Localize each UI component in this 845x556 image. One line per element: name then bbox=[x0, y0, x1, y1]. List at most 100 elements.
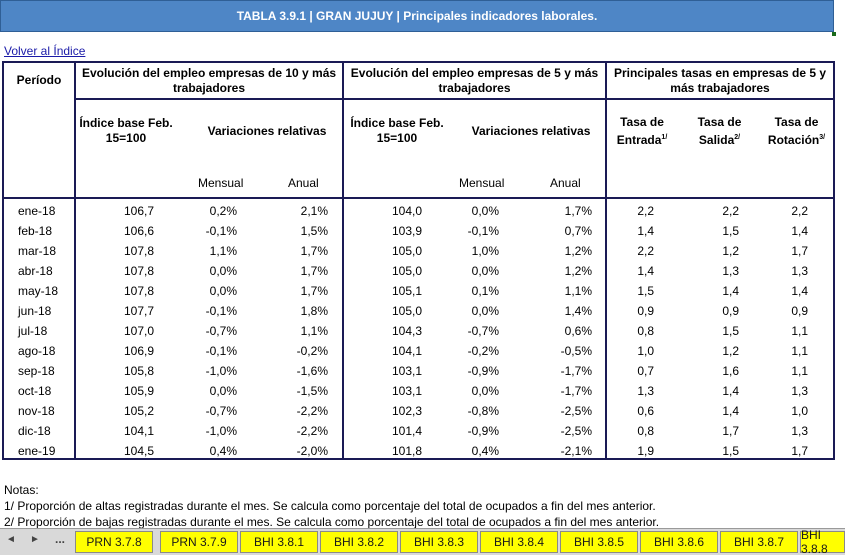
header-rates: Principales tasas en empresas de 5 y más… bbox=[613, 65, 827, 95]
sheet-tab[interactable]: BHI 3.8.4 bbox=[480, 531, 558, 553]
sheet-tab[interactable]: PRN 3.7.8 bbox=[75, 531, 153, 553]
row-cell: 0,4% bbox=[471, 444, 499, 458]
table-row: feb-18 106,6 -0,1% 1,5% 103,9 -0,1% 0,7% 1,4 1,5… bbox=[2, 221, 835, 241]
row-cell: 104,1 bbox=[123, 424, 154, 438]
header-index-10: Índice base Feb. 15=100 bbox=[79, 116, 173, 145]
row-cell: -0,1% bbox=[205, 224, 237, 238]
row-cell: 1,4 bbox=[791, 224, 808, 238]
row-cell: 2,2 bbox=[637, 204, 654, 218]
table-row: ene-19 104,5 0,4% -2,0% 101,8 0,4% -2,1% 1,9 1,5… bbox=[2, 441, 835, 461]
row-cell: 1,2 bbox=[722, 244, 739, 258]
row-cell: 0,4% bbox=[209, 444, 237, 458]
table-row: jun-18 107,7 -0,1% 1,8% 105,0 0,0% 1,4% 0,9 0,9 0… bbox=[2, 301, 835, 321]
row-cell: 1,7% bbox=[564, 204, 592, 218]
header-group-5: Evolución del empleo empresas de 5 y más… bbox=[350, 65, 599, 95]
row-cell: 102,3 bbox=[391, 404, 422, 418]
sheet-tab[interactable]: BHI 3.8.6 bbox=[640, 531, 718, 553]
row-cell: 104,0 bbox=[391, 204, 422, 218]
row-cell: 0,2% bbox=[209, 204, 237, 218]
sheet-tab[interactable]: BHI 3.8.1 bbox=[240, 531, 318, 553]
row-cell: 1,5% bbox=[300, 224, 328, 238]
row-cell: 1,4 bbox=[722, 284, 739, 298]
row-cell: 1,0 bbox=[637, 344, 654, 358]
subheader-monthly-10: Mensual bbox=[198, 176, 244, 190]
row-cell: 1,7 bbox=[791, 244, 808, 258]
row-cell: 1,5 bbox=[637, 284, 654, 298]
row-cell: -0,7% bbox=[205, 324, 237, 338]
sheet-tab[interactable]: PRN 3.7.9 bbox=[160, 531, 238, 553]
subheader-annual-10: Anual bbox=[288, 176, 319, 190]
note-2: 2/ Proporción de bajas registradas duran… bbox=[4, 515, 660, 529]
row-cell: -1,7% bbox=[560, 384, 592, 398]
row-cell: -1,6% bbox=[296, 364, 328, 378]
row-cell: 105,9 bbox=[123, 384, 154, 398]
row-period: feb-18 bbox=[18, 224, 53, 238]
row-cell: 1,4 bbox=[637, 264, 654, 278]
row-cell: 105,0 bbox=[391, 304, 422, 318]
row-cell: 0,9 bbox=[637, 304, 654, 318]
row-cell: 105,1 bbox=[391, 284, 422, 298]
row-cell: 107,0 bbox=[123, 324, 154, 338]
row-cell: 1,1 bbox=[791, 324, 808, 338]
row-period: may-18 bbox=[18, 284, 59, 298]
header-rate-rotation: Tasa de Rotación3/ bbox=[767, 114, 826, 147]
table-row: sep-18 105,8 -1,0% -1,6% 103,1 -0,9% -1,7% 0,7 1… bbox=[2, 361, 835, 381]
row-cell: -1,5% bbox=[296, 384, 328, 398]
back-to-index-link[interactable]: Volver al Índice bbox=[4, 44, 86, 58]
row-cell: 106,6 bbox=[123, 224, 154, 238]
row-cell: 1,6 bbox=[722, 364, 739, 378]
row-cell: 1,3 bbox=[791, 384, 808, 398]
row-cell: -1,0% bbox=[205, 424, 237, 438]
resize-handle-icon[interactable] bbox=[832, 32, 836, 36]
row-cell: 1,7% bbox=[300, 284, 328, 298]
row-cell: 1,3 bbox=[791, 424, 808, 438]
tab-prev-icon[interactable]: ◄ bbox=[6, 534, 16, 545]
row-cell: -1,7% bbox=[560, 364, 592, 378]
row-cell: -0,1% bbox=[205, 344, 237, 358]
row-cell: -0,5% bbox=[560, 344, 592, 358]
row-period: jul-18 bbox=[18, 324, 48, 338]
header-index-5: Índice base Feb. 15=100 bbox=[350, 116, 444, 145]
sheet-tab[interactable]: BHI 3.8.5 bbox=[560, 531, 638, 553]
row-cell: 1,0% bbox=[471, 244, 499, 258]
row-cell: 0,6% bbox=[564, 324, 592, 338]
sheet-tab[interactable]: BHI 3.8.7 bbox=[720, 531, 798, 553]
table-row: oct-18 105,9 0,0% -1,5% 103,1 0,0% -1,7% 1,3 1,4… bbox=[2, 381, 835, 401]
more-tabs-icon[interactable]: ... bbox=[55, 532, 66, 546]
row-cell: -2,5% bbox=[560, 404, 592, 418]
sheet-tab[interactable]: BHI 3.8.8 bbox=[800, 528, 845, 556]
table-row: abr-18 107,8 0,0% 1,7% 105,0 0,0% 1,2% 1,4 1,3 1,… bbox=[2, 261, 835, 281]
row-cell: -0,9% bbox=[467, 424, 499, 438]
table-row: mar-18 107,8 1,1% 1,7% 105,0 1,0% 1,2% 2,2 1,2 1,… bbox=[2, 241, 835, 261]
row-cell: 106,9 bbox=[123, 344, 154, 358]
row-cell: 0,1% bbox=[471, 284, 499, 298]
row-cell: -0,9% bbox=[467, 364, 499, 378]
row-cell: 105,0 bbox=[391, 264, 422, 278]
row-cell: 107,8 bbox=[123, 264, 154, 278]
row-cell: 1,7 bbox=[791, 444, 808, 458]
row-cell: 2,2 bbox=[637, 244, 654, 258]
row-period: mar-18 bbox=[18, 244, 57, 258]
table-title: TABLA 3.9.1 | GRAN JUJUY | Principales i… bbox=[0, 0, 834, 32]
row-period: jun-18 bbox=[18, 304, 52, 318]
row-cell: -0,7% bbox=[467, 324, 499, 338]
sheet-tab[interactable]: BHI 3.8.2 bbox=[320, 531, 398, 553]
row-cell: 104,1 bbox=[391, 344, 422, 358]
table-row: ene-18 106,7 0,2% 2,1% 104,0 0,0% 1,7% 2,2 2,2 2,… bbox=[2, 201, 835, 221]
row-cell: 0,9 bbox=[791, 304, 808, 318]
table-row: nov-18 105,2 -0,7% -2,2% 102,3 -0,8% -2,5% 0,6 1… bbox=[2, 401, 835, 421]
row-cell: 1,3 bbox=[637, 384, 654, 398]
row-cell: 0,0% bbox=[471, 384, 499, 398]
row-cell: 0,0% bbox=[209, 264, 237, 278]
row-cell: -0,2% bbox=[296, 344, 328, 358]
row-cell: 0,0% bbox=[209, 284, 237, 298]
tab-next-icon[interactable]: ► bbox=[30, 534, 40, 545]
row-cell: -0,7% bbox=[205, 404, 237, 418]
sheet-tab[interactable]: BHI 3.8.3 bbox=[400, 531, 478, 553]
row-cell: 1,4 bbox=[791, 284, 808, 298]
row-cell: 1,2% bbox=[564, 264, 592, 278]
row-cell: 1,7 bbox=[722, 424, 739, 438]
row-cell: 0,8 bbox=[637, 324, 654, 338]
row-cell: -2,2% bbox=[296, 404, 328, 418]
subheader-monthly-5: Mensual bbox=[459, 176, 505, 190]
